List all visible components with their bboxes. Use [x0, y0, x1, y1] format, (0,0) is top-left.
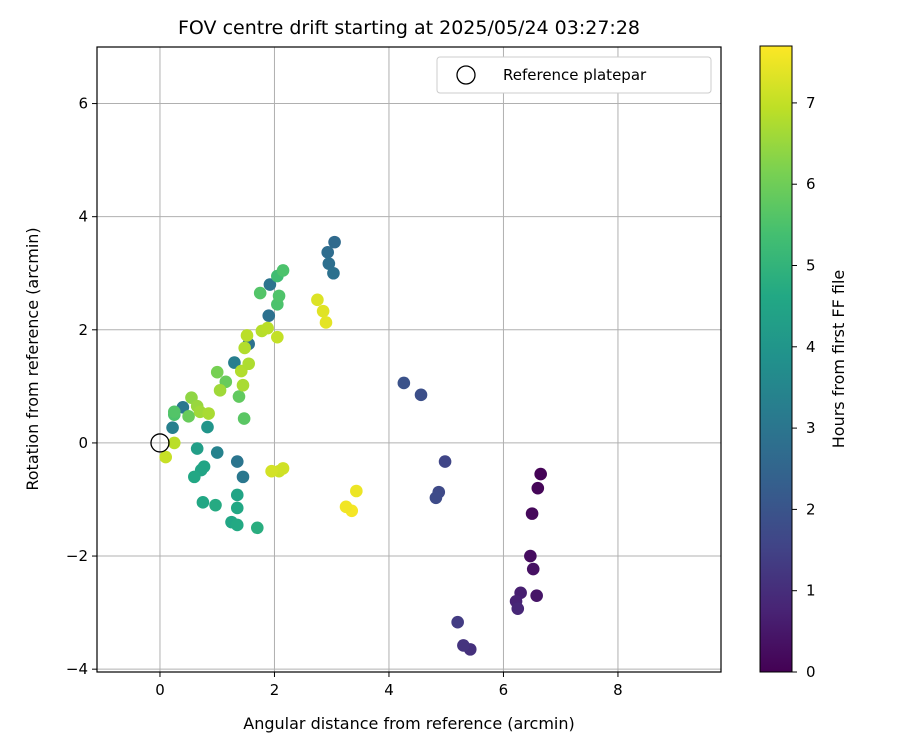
data-points	[150, 235, 547, 656]
grid-lines	[97, 47, 721, 672]
data-point	[240, 329, 254, 342]
colorbar-ticks: 0 1 2 3 4 5 6 7	[792, 94, 816, 681]
colorbar-tick-label: 5	[806, 257, 816, 275]
data-point	[319, 316, 333, 329]
data-point	[276, 264, 290, 277]
data-point	[429, 491, 443, 505]
colorbar-tick-label: 7	[806, 94, 816, 112]
data-point	[250, 521, 264, 535]
y-axis-label: Rotation from reference (arcmin)	[23, 227, 42, 490]
data-point	[261, 321, 274, 335]
legend-reference-marker	[456, 65, 476, 85]
data-point	[213, 384, 227, 397]
data-point	[210, 446, 224, 459]
colorbar-tick-label: 2	[806, 500, 816, 518]
data-point	[236, 378, 250, 392]
data-point	[190, 442, 204, 455]
data-point	[511, 602, 525, 615]
data-point	[339, 500, 353, 514]
data-point	[242, 357, 256, 371]
data-point	[230, 488, 244, 502]
data-point	[167, 405, 181, 419]
y-tick-label: −4	[66, 660, 88, 678]
data-point	[237, 412, 251, 425]
x-axis-ticks: 0 2 4 6 8	[155, 672, 623, 699]
y-axis-ticks: −4 −2 0 2 4 6	[66, 95, 97, 678]
data-point	[311, 293, 324, 307]
data-point	[232, 390, 246, 403]
colorbar-label: Hours from first FF file	[829, 270, 848, 449]
colorbar: 0 1 2 3 4 5 6 7 Hours from first FF file	[759, 45, 848, 681]
legend-box	[436, 56, 712, 94]
data-point	[316, 304, 330, 318]
colorbar-tick-label: 0	[806, 663, 816, 681]
data-point	[209, 498, 222, 512]
data-point	[525, 507, 539, 520]
data-point	[230, 455, 244, 468]
x-axis-label: Angular distance from reference (arcmin)	[243, 714, 574, 733]
x-tick-label: 6	[499, 681, 509, 699]
data-point	[327, 266, 340, 280]
data-point	[524, 549, 537, 563]
colorbar-tick-label: 3	[806, 419, 816, 437]
data-point	[322, 257, 336, 270]
data-point	[159, 450, 172, 464]
data-point	[188, 470, 201, 484]
data-point	[210, 365, 224, 379]
data-point	[272, 289, 286, 303]
data-point	[531, 481, 545, 495]
data-point	[236, 470, 250, 484]
data-point	[271, 330, 284, 344]
data-point	[350, 484, 363, 498]
data-point	[228, 356, 241, 369]
x-tick-label: 4	[384, 681, 394, 699]
data-point	[230, 501, 244, 515]
colorbar-tick-label: 4	[806, 338, 816, 356]
data-point	[534, 467, 547, 481]
chart-title: FOV centre drift starting at 2025/05/24 …	[178, 17, 640, 39]
data-point	[265, 464, 278, 478]
x-tick-label: 8	[613, 681, 623, 699]
colorbar-gradient	[759, 45, 793, 673]
colorbar-tick-label: 1	[806, 582, 816, 600]
data-point	[457, 639, 470, 652]
plot-frame	[96, 46, 722, 673]
data-point	[451, 615, 464, 629]
legend-reference-label: Reference platepar	[503, 66, 647, 84]
data-point	[263, 278, 277, 291]
legend: Reference platepar	[436, 56, 712, 94]
data-point	[397, 376, 411, 390]
reference-platepar-marker	[150, 433, 170, 453]
y-tick-label: 0	[78, 434, 88, 452]
data-point	[230, 518, 244, 532]
y-tick-label: 4	[78, 208, 88, 226]
data-point	[262, 309, 276, 322]
data-point	[414, 388, 428, 402]
data-point	[526, 562, 540, 576]
data-point	[167, 436, 181, 450]
y-tick-label: 6	[78, 95, 88, 113]
data-point	[438, 455, 452, 468]
data-point	[321, 246, 335, 259]
x-tick-label: 0	[155, 681, 165, 699]
y-tick-label: 2	[78, 321, 88, 339]
data-point	[276, 462, 290, 475]
y-tick-label: −2	[66, 547, 88, 565]
data-point	[328, 235, 341, 249]
data-point	[201, 420, 214, 434]
data-point	[196, 496, 210, 509]
data-point	[202, 407, 215, 420]
data-point	[253, 286, 267, 300]
data-point	[182, 410, 195, 423]
data-point	[530, 589, 543, 602]
data-point	[166, 421, 179, 434]
data-point	[238, 341, 251, 355]
colorbar-tick-label: 6	[806, 175, 816, 193]
x-tick-label: 2	[270, 681, 280, 699]
